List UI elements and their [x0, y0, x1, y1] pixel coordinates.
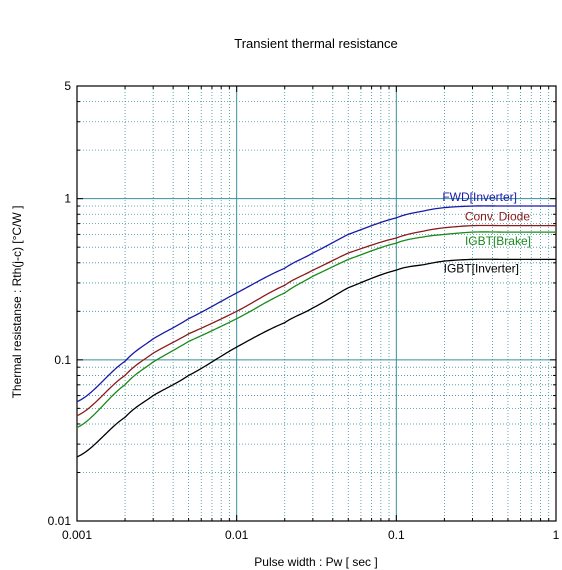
x-tick-labels: 0.001 0.01 0.1 1: [62, 528, 560, 542]
grid-lines: [76, 85, 556, 522]
y-tick-labels: 0.01 0.1 1 5: [48, 79, 72, 528]
series-label-1: Conv. Diode: [465, 210, 530, 224]
series-label-0: FWD[Inverter]: [442, 190, 517, 204]
y-tick-label: 1: [64, 192, 71, 206]
chart-title: Transient thermal resistance: [234, 36, 398, 51]
series-labels: FWD[Inverter] Conv. Diode IGBT[Brake] IGBT[…: [442, 190, 531, 275]
x-tick-label: 0.1: [388, 528, 405, 542]
series-line-2: [76, 231, 556, 429]
y-tick-label: 5: [64, 79, 71, 93]
y-tick-label: 0.1: [54, 353, 71, 367]
y-axis-label: Thermal resistanse : Rth(j-c) [°C/W ]: [10, 206, 24, 399]
x-axis-label: Pulse width : Pw [ sec ]: [254, 555, 377, 569]
series-line-1: [76, 224, 556, 417]
y-tick-label: 0.01: [48, 514, 72, 528]
plot-border: [76, 85, 557, 522]
x-tick-label: 0.001: [62, 528, 92, 542]
plot-frame: [76, 85, 557, 522]
x-tick-label: 1: [553, 528, 560, 542]
x-tick-label: 0.01: [225, 528, 249, 542]
series-lines: [76, 205, 556, 458]
series-line-3: [76, 258, 556, 458]
series-line-0: [76, 205, 556, 403]
series-label-2: IGBT[Brake]: [465, 234, 531, 248]
series-label-3: IGBT[Inverter]: [444, 261, 519, 275]
